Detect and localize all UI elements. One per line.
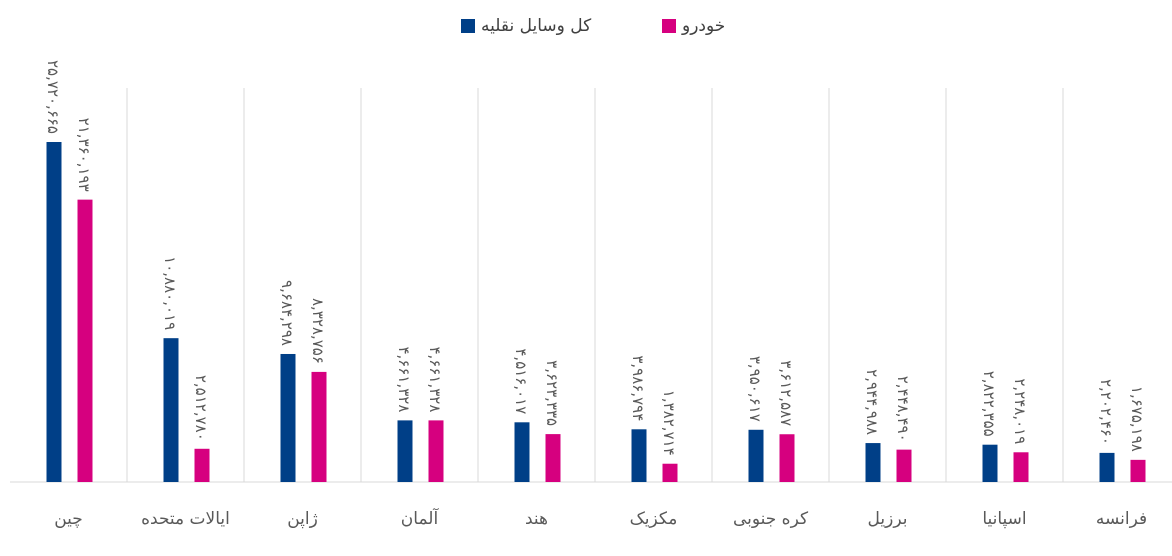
data-label: ۸,۳۲۸,۷۵۶ (309, 298, 327, 364)
data-label: ۲,۹۴۴,۹۸۸ (863, 369, 881, 435)
data-label: ۴,۶۶۱,۳۲۸ (395, 346, 413, 412)
bar (779, 434, 795, 482)
data-label: ۲,۲۴۸,۰۱۹ (1011, 378, 1029, 444)
data-label: ۴,۶۶۱,۳۲۸ (426, 346, 444, 412)
x-tick-label: هند (524, 509, 549, 529)
bar (662, 463, 678, 482)
x-tick-label: کره جنوبی (732, 509, 809, 529)
data-label: ۱,۶۷۵,۱۹۸ (1128, 386, 1146, 452)
bar (545, 434, 561, 482)
bar (514, 422, 530, 482)
bar (631, 429, 647, 482)
data-label: ۳,۶۱۲,۵۸۷ (777, 360, 795, 426)
bar (397, 420, 413, 482)
bar (1099, 452, 1115, 482)
bar (311, 371, 327, 482)
legend-label: خودرو (681, 16, 725, 36)
x-tick-label: چین (54, 509, 83, 529)
bar (194, 448, 210, 482)
x-tick-label: برزیل (867, 509, 908, 529)
data-label: ۴,۵۱۶,۰۱۷ (512, 348, 530, 414)
data-label: ۲,۸۲۲,۳۵۵ (980, 371, 998, 437)
bar (163, 338, 179, 482)
bar (748, 429, 764, 482)
bar (865, 443, 881, 482)
data-label: ۳,۹۵۰,۶۱۷ (746, 356, 764, 422)
data-label: ۲,۴۴۸,۴۹۰ (894, 376, 912, 442)
data-label: ۲۵,۷۲۰,۶۶۵ (44, 60, 62, 134)
bar (982, 444, 998, 482)
data-label: ۹,۶۸۴,۲۹۸ (278, 280, 296, 346)
data-label: ۳,۶۲۳,۳۳۵ (543, 360, 561, 426)
bar (46, 142, 62, 482)
x-tick-label: فرانسه (1095, 509, 1148, 529)
bar (280, 353, 296, 482)
x-tick-label: آلمان (400, 509, 439, 529)
bar (896, 449, 912, 482)
x-tick-label: مکزیک (629, 509, 678, 529)
legend-swatch (461, 19, 475, 33)
bar (1130, 459, 1146, 482)
data-label: ۲,۲۰۲,۴۶۰ (1097, 379, 1115, 445)
data-label: ۱۰,۸۸۰,۰۱۹ (161, 256, 179, 330)
legend-label: کل وسایل نقلیه (481, 16, 592, 36)
data-label: ۱,۳۸۲,۷۱۴ (660, 390, 678, 456)
x-tick-label: ایالات متحده (141, 509, 230, 529)
data-label: ۲۱,۳۶۰,۱۹۳ (75, 118, 93, 192)
x-tick-label: ژاپن (287, 509, 318, 529)
legend-swatch (662, 19, 676, 33)
bar (1013, 452, 1029, 482)
data-label: ۲,۵۱۲,۷۸۰ (192, 375, 210, 441)
bar (428, 420, 444, 482)
data-label: ۳,۹۸۶,۷۹۴ (629, 355, 647, 421)
bar (77, 199, 93, 483)
x-tick-label: اسپانیا (982, 509, 1027, 529)
